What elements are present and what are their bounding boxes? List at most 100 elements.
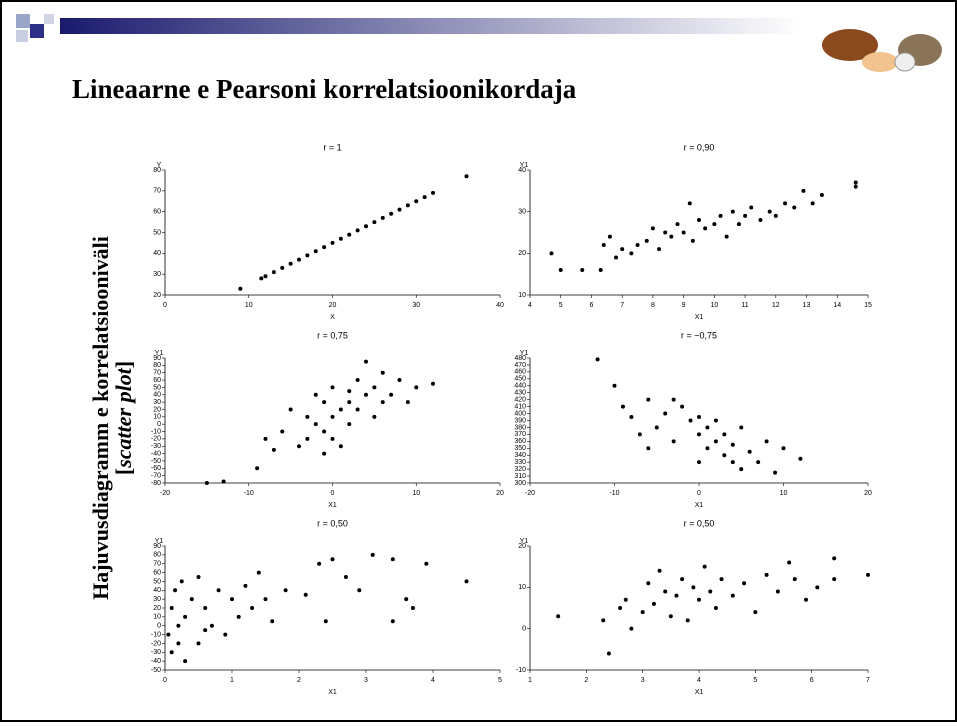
point	[601, 243, 606, 247]
y-tick-label: 60	[153, 377, 161, 384]
point	[305, 414, 310, 419]
y-tick-label: -60	[151, 465, 161, 472]
y-tick-label: -20	[151, 436, 161, 443]
x-tick-label: 4	[431, 677, 435, 684]
point	[372, 414, 377, 419]
point	[464, 579, 469, 584]
y-tick-label: 460	[514, 369, 526, 376]
y-tick-label: -50	[151, 458, 161, 465]
y-axis-label: Y1	[520, 350, 529, 357]
point	[775, 589, 780, 594]
y-tick-label: 410	[514, 403, 526, 410]
point	[404, 597, 409, 602]
point	[223, 632, 228, 637]
point	[263, 436, 268, 441]
x-tick-label: 10	[780, 490, 788, 497]
y-axis-label: Y1	[155, 350, 164, 357]
y-tick-label: -10	[151, 428, 161, 435]
point	[166, 632, 171, 637]
point	[697, 432, 701, 437]
point	[680, 577, 685, 582]
x-axis-label: X1	[695, 689, 704, 696]
y-tick-label: 430	[514, 390, 526, 397]
y-tick-label: -20	[151, 640, 161, 647]
x-tick-label: 6	[590, 302, 594, 309]
point	[347, 422, 352, 427]
point	[410, 606, 415, 610]
x-tick-label: 0	[163, 302, 167, 309]
side-label-italic: scatter plot	[111, 367, 136, 468]
point	[646, 446, 651, 451]
point	[730, 460, 735, 465]
y-tick-label: 370	[514, 431, 526, 438]
point	[781, 446, 786, 451]
point	[397, 378, 402, 383]
point	[668, 614, 673, 619]
point	[390, 619, 395, 624]
point	[259, 276, 264, 281]
point	[724, 234, 729, 239]
point	[691, 585, 696, 590]
x-tick-label: -10	[244, 490, 254, 497]
chart-title: r = 0,75	[317, 330, 348, 340]
point	[270, 619, 275, 624]
point	[196, 575, 201, 579]
chart-title: r = 0,90	[684, 142, 715, 152]
point	[397, 207, 402, 212]
point	[343, 575, 348, 579]
point	[250, 606, 255, 610]
y-tick-label: 310	[514, 473, 526, 480]
point	[663, 589, 668, 594]
point	[629, 626, 634, 631]
point	[580, 268, 585, 272]
point	[179, 579, 184, 584]
point	[357, 588, 362, 593]
point	[297, 257, 301, 262]
point	[783, 201, 788, 206]
chart-title: r = −0,75	[681, 330, 717, 340]
scatter-chart: r = 0,75-80-70-60-50-40-30-20-1001020304…	[151, 330, 504, 508]
point	[810, 201, 815, 206]
y-tick-label: 30	[153, 399, 161, 406]
x-tick-label: 4	[528, 302, 532, 309]
point	[853, 184, 858, 189]
point	[173, 588, 178, 593]
point	[606, 651, 611, 656]
y-tick-label: -10	[151, 631, 161, 638]
point	[389, 392, 394, 397]
point	[713, 439, 718, 444]
point	[671, 397, 676, 402]
point	[431, 381, 435, 386]
point	[801, 188, 806, 193]
y-axis-label: Y	[157, 162, 162, 169]
x-tick-label: 3	[364, 677, 368, 684]
point	[680, 404, 685, 409]
point	[414, 385, 419, 390]
point	[389, 211, 394, 216]
y-tick-label: 350	[514, 445, 526, 452]
point	[558, 268, 563, 272]
point	[271, 447, 276, 452]
point	[330, 557, 335, 562]
point	[372, 220, 377, 225]
point	[380, 215, 385, 220]
scatter-chart: r = 0,50 -10 0 10 20 1 2 3 4 5 6 7 Y1 X1	[516, 518, 870, 695]
point	[792, 577, 797, 582]
y-tick-label: 20	[153, 605, 161, 612]
y-tick-label: 40	[153, 250, 161, 257]
point	[697, 460, 701, 465]
y-tick-label: 70	[153, 370, 161, 377]
point	[663, 411, 668, 416]
point	[297, 444, 301, 449]
x-tick-label: 5	[753, 677, 757, 684]
point	[238, 286, 243, 291]
y-tick-label: -40	[151, 450, 161, 457]
x-tick-label: 10	[245, 302, 253, 309]
point	[263, 274, 268, 279]
y-tick-label: 80	[153, 552, 161, 559]
point	[787, 560, 792, 565]
point	[256, 570, 261, 575]
y-tick-label: -70	[151, 472, 161, 479]
x-axis-label: X1	[695, 502, 704, 509]
y-tick-label: 440	[514, 383, 526, 390]
